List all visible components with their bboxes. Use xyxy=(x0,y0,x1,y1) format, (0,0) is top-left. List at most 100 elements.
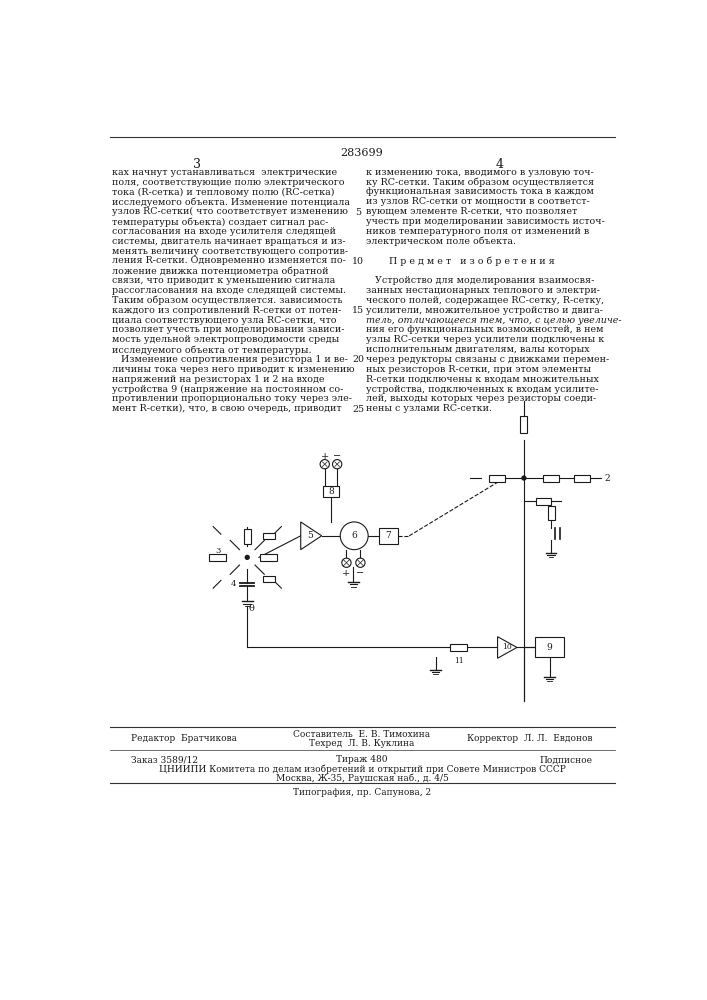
Text: рассогласования на входе следящей системы.: рассогласования на входе следящей систем… xyxy=(112,286,346,295)
Text: −: − xyxy=(356,569,365,578)
Text: исследуемого объекта. Изменение потенциала: исследуемого объекта. Изменение потенциа… xyxy=(112,197,350,207)
Text: лей, выходы которых через резисторы соеди-: лей, выходы которых через резисторы соед… xyxy=(366,394,596,403)
Text: менять величину соответствующего сопротив-: менять величину соответствующего сопроти… xyxy=(112,247,348,256)
Circle shape xyxy=(320,460,329,469)
Circle shape xyxy=(522,476,526,480)
Text: мость удельной электропроводимости среды: мость удельной электропроводимости среды xyxy=(112,335,339,344)
Text: через редукторы связаны с движками перемен-: через редукторы связаны с движками перем… xyxy=(366,355,609,364)
Text: Устройство для моделирования взаимосвя-: Устройство для моделирования взаимосвя- xyxy=(366,276,594,285)
Circle shape xyxy=(356,558,365,567)
Text: согласования на входе усилителя следящей: согласования на входе усилителя следящей xyxy=(112,227,336,236)
Text: занных нестационарных теплового и электри-: занных нестационарных теплового и электр… xyxy=(366,286,600,295)
Bar xyxy=(489,475,505,482)
Text: ках начнут устанавливаться  электрические: ках начнут устанавливаться электрические xyxy=(112,168,337,177)
Text: θ: θ xyxy=(248,604,254,613)
Text: мент R-сетки), что, в свою очередь, приводит: мент R-сетки), что, в свою очередь, прив… xyxy=(112,404,341,413)
Text: 10: 10 xyxy=(352,257,364,266)
Bar xyxy=(259,554,276,561)
Text: ления R-сетки. Одновременно изменяется по-: ления R-сетки. Одновременно изменяется п… xyxy=(112,256,346,265)
Text: ния его функциональных возможностей, в нем: ния его функциональных возможностей, в н… xyxy=(366,325,603,334)
Bar xyxy=(263,576,275,582)
Text: исполнительным двигателям, валы которых: исполнительным двигателям, валы которых xyxy=(366,345,590,354)
Text: 283699: 283699 xyxy=(341,148,383,158)
Bar xyxy=(520,416,527,433)
Text: 8: 8 xyxy=(328,487,334,496)
Text: Корректор  Л. Л.  Евдонов: Корректор Л. Л. Евдонов xyxy=(467,734,592,743)
Text: поля, соответствующие полю электрического: поля, соответствующие полю электрическог… xyxy=(112,178,344,187)
Text: нены с узлами RC-сетки.: нены с узлами RC-сетки. xyxy=(366,404,492,413)
Text: 5: 5 xyxy=(307,531,313,540)
Text: Таким образом осуществляется. зависимость: Таким образом осуществляется. зависимост… xyxy=(112,296,342,305)
Text: Техред  Л. В. Куклина: Техред Л. В. Куклина xyxy=(309,739,414,748)
Text: каждого из сопротивлений R-сетки от потен-: каждого из сопротивлений R-сетки от поте… xyxy=(112,306,341,315)
Text: 2: 2 xyxy=(604,474,610,483)
Text: учесть при моделировании зависимость источ-: учесть при моделировании зависимость ист… xyxy=(366,217,604,226)
Text: 11: 11 xyxy=(454,657,464,665)
Text: противлении пропорционально току через эле-: противлении пропорционально току через э… xyxy=(112,394,351,403)
Text: 15: 15 xyxy=(352,306,364,315)
Text: температуры объекта) создает сигнал рас-: температуры объекта) создает сигнал рас- xyxy=(112,217,328,227)
Text: Типография, пр. Сапунова, 2: Типография, пр. Сапунова, 2 xyxy=(293,788,431,797)
Text: 20: 20 xyxy=(352,355,364,364)
Circle shape xyxy=(341,558,351,567)
Text: узлов RC-сетки( что соответствует изменению: узлов RC-сетки( что соответствует измене… xyxy=(112,207,348,216)
Text: устройства 9 (напряжение на постоянном со-: устройства 9 (напряжение на постоянном с… xyxy=(112,385,343,394)
Text: Подписное: Подписное xyxy=(539,755,592,764)
Text: напряжений на резисторах 1 и 2 на входе: напряжений на резисторах 1 и 2 на входе xyxy=(112,375,324,384)
Text: Составитель  Е. В. Тимохина: Составитель Е. В. Тимохина xyxy=(293,730,431,739)
Text: устройства, подключенных к входам усилите-: устройства, подключенных к входам усилит… xyxy=(366,385,598,394)
Bar xyxy=(543,475,559,482)
Bar xyxy=(323,486,339,497)
Circle shape xyxy=(245,555,249,559)
Text: исследуемого объекта от температуры.: исследуемого объекта от температуры. xyxy=(112,345,311,355)
Text: −: − xyxy=(333,452,341,461)
Text: к изменению тока, вводимого в узловую точ-: к изменению тока, вводимого в узловую то… xyxy=(366,168,594,177)
Polygon shape xyxy=(300,522,322,550)
Text: циала соответствующего узла RC-сетки, что: циала соответствующего узла RC-сетки, чт… xyxy=(112,316,336,325)
Bar xyxy=(263,533,275,539)
Text: ных резисторов R-сетки, при этом элементы: ных резисторов R-сетки, при этом элемент… xyxy=(366,365,591,374)
Text: ников температурного поля от изменений в: ников температурного поля от изменений в xyxy=(366,227,589,236)
Text: Редактор  Братчикова: Редактор Братчикова xyxy=(131,734,237,743)
Bar xyxy=(547,506,554,520)
Polygon shape xyxy=(498,637,517,658)
Text: Заказ 3589/12: Заказ 3589/12 xyxy=(131,755,198,764)
Text: Изменение сопротивления резистора 1 и ве-: Изменение сопротивления резистора 1 и ве… xyxy=(112,355,348,364)
Bar xyxy=(209,554,226,561)
Text: 6: 6 xyxy=(351,531,357,540)
Bar xyxy=(244,529,251,544)
Bar xyxy=(574,475,590,482)
Text: системы, двигатель начинает вращаться и из-: системы, двигатель начинает вращаться и … xyxy=(112,237,345,246)
Text: из узлов RC-сетки от мощности в соответст-: из узлов RC-сетки от мощности в соответс… xyxy=(366,197,590,206)
Text: связи, что приводит к уменьшению сигнала: связи, что приводит к уменьшению сигнала xyxy=(112,276,335,285)
Text: 3: 3 xyxy=(193,158,201,172)
Text: функциональная зависимость тока в каждом: функциональная зависимость тока в каждом xyxy=(366,187,594,196)
Text: 5: 5 xyxy=(355,208,361,217)
Text: узлы RC-сетки через усилители подключены к: узлы RC-сетки через усилители подключены… xyxy=(366,335,604,344)
Text: 4: 4 xyxy=(230,580,236,588)
Text: 7: 7 xyxy=(385,531,391,540)
Text: электрическом поле объекта.: электрическом поле объекта. xyxy=(366,237,516,246)
Text: +: + xyxy=(342,569,351,578)
Text: 4: 4 xyxy=(495,158,503,172)
Bar xyxy=(450,644,467,651)
Text: позволяет учесть при моделировании зависи-: позволяет учесть при моделировании завис… xyxy=(112,325,344,334)
Circle shape xyxy=(340,522,368,550)
Circle shape xyxy=(332,460,341,469)
Text: 3: 3 xyxy=(215,547,221,555)
Text: 10: 10 xyxy=(502,643,512,651)
Text: ческого полей, содержащее RC-сетку, R-сетку,: ческого полей, содержащее RC-сетку, R-се… xyxy=(366,296,604,305)
Text: ку RC-сетки. Таким образом осуществляется: ку RC-сетки. Таким образом осуществляетс… xyxy=(366,178,594,187)
Text: усилители, множительное устройство и двига-: усилители, множительное устройство и дви… xyxy=(366,306,603,315)
Text: +: + xyxy=(321,452,329,461)
Bar xyxy=(534,637,564,657)
Text: Москва, Ж-35, Раушская наб., д. 4/5: Москва, Ж-35, Раушская наб., д. 4/5 xyxy=(276,774,448,783)
Text: личины тока через него приводит к изменению: личины тока через него приводит к измене… xyxy=(112,365,354,374)
Text: ложение движка потенциометра обратной: ложение движка потенциометра обратной xyxy=(112,266,328,276)
Bar xyxy=(379,528,397,544)
Text: вующем элементе R-сетки, что позволяет: вующем элементе R-сетки, что позволяет xyxy=(366,207,577,216)
Bar xyxy=(535,498,551,505)
Text: тель, отличающееся тем, что, с целью увеличе-: тель, отличающееся тем, что, с целью уве… xyxy=(366,316,621,325)
Text: 9: 9 xyxy=(547,643,552,652)
Text: П р е д м е т   и з о б р е т е н и я: П р е д м е т и з о б р е т е н и я xyxy=(389,256,555,266)
